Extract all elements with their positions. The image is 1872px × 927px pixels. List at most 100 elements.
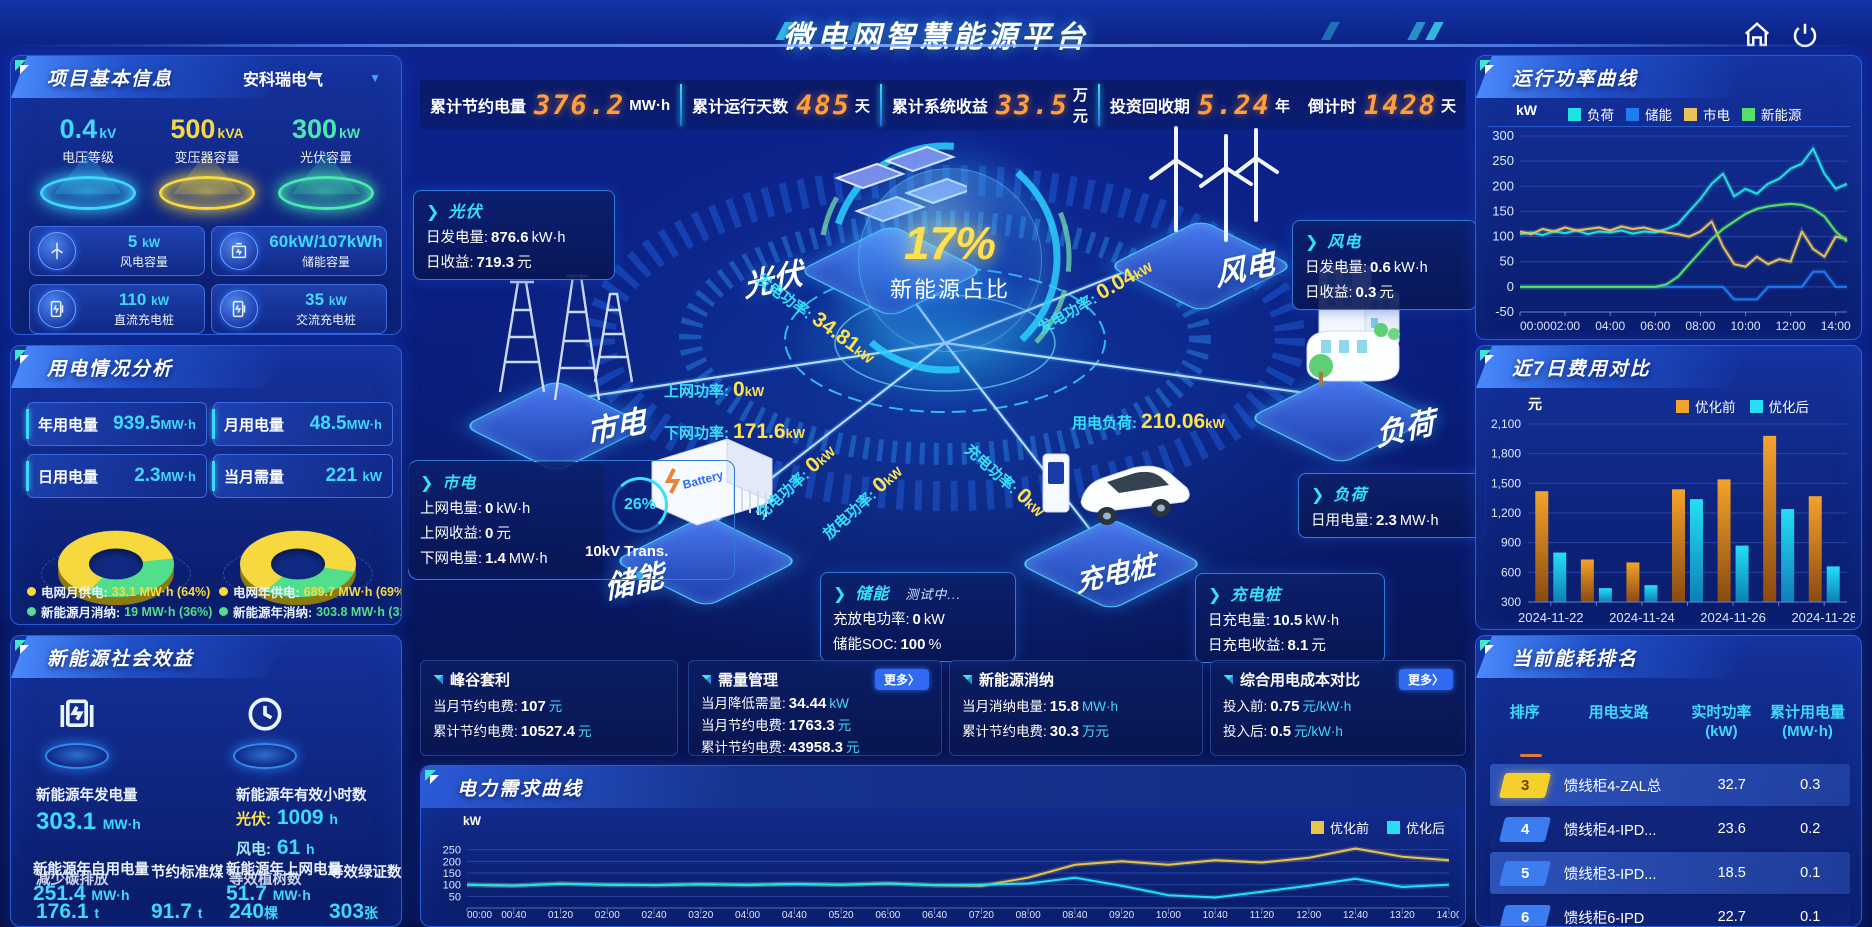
wind-turbine-icon xyxy=(1149,126,1279,242)
panel-title: 当前能耗排名 xyxy=(1512,648,1639,670)
trees-label: 等效植树数 xyxy=(229,872,302,888)
svg-text:10:00: 10:00 xyxy=(1731,319,1761,333)
kpi-payback: 投资回收期 5.24 年 倒计时 1428 天 xyxy=(1109,89,1457,121)
svg-text:00:40: 00:40 xyxy=(501,910,526,921)
series-市电 xyxy=(1519,217,1848,270)
legend-dot xyxy=(219,607,228,616)
voltage-card: 0.4 kV 电压等级 xyxy=(29,114,147,210)
svg-text:200: 200 xyxy=(443,856,461,868)
kpi-revenue: 累计系统收益 33.5 万元 xyxy=(891,87,1088,125)
cost-compare-panel: 综合用电成本对比 更多〉 投入前: 0.75 元/kW·h 投入后: 0.5 元/kW·… xyxy=(1210,660,1466,756)
kpi-saved-energy: 累计节约电量 376.2 MW·h xyxy=(430,89,671,121)
rank-row-4[interactable]: 6 馈线柜6-IPD 22.7 0.1 xyxy=(1490,896,1850,926)
trees-value: 240 xyxy=(229,900,265,923)
svg-text:06:00: 06:00 xyxy=(1640,319,1670,333)
glow-pad xyxy=(159,176,255,210)
cert-value: 303 xyxy=(329,900,365,923)
title-bar: 微电网智慧能源平台 xyxy=(0,0,1872,58)
voltage-value: 0.4 xyxy=(59,114,98,144)
storage-capacity-card: 60kW/107kWh 储能容量 xyxy=(211,226,387,276)
rank-badge: 5 xyxy=(1498,860,1551,886)
day-usage-stat: 日用电量 2.3MW·h xyxy=(26,454,207,498)
load-box-title: 负荷 xyxy=(1311,481,1473,505)
power-legend: 负荷 储能 市电 新能源 xyxy=(1568,104,1802,124)
project-select[interactable]: 安科瑞电气 ▼ xyxy=(237,64,387,92)
svg-text:2024-11-26: 2024-11-26 xyxy=(1700,610,1766,625)
svg-text:100: 100 xyxy=(443,880,461,892)
svg-text:08:40: 08:40 xyxy=(1062,910,1087,921)
flow-export-power: 上网功率: 0kW xyxy=(664,378,765,401)
legend-renewable-month: 新能源月消纳: 19 MW·h (36%) xyxy=(27,602,212,621)
charger-box-title: 充电桩 xyxy=(1208,581,1372,605)
svg-text:14:00: 14:00 xyxy=(1436,910,1459,921)
svg-text:1,800: 1,800 xyxy=(1491,447,1521,461)
rank-badge: 3 xyxy=(1498,772,1551,798)
peak-valley-panel: 峰谷套利 当月节约电费: 107 元 累计节约电费: 10527.4 元 xyxy=(420,660,678,756)
load-info-box: 负荷 日用电量:2.3MW·h xyxy=(1298,473,1486,538)
bar-优化后-2024-11-25 xyxy=(1690,499,1703,602)
glow-pad xyxy=(40,176,136,210)
transformer-value: 500 xyxy=(170,114,216,144)
panel-corner-icon xyxy=(15,60,39,84)
wind-capacity-card: 5 kW 风电容量 xyxy=(29,226,205,276)
home-icon[interactable] xyxy=(1742,20,1772,50)
export-value: 51.7 xyxy=(226,882,267,905)
more-button[interactable]: 更多〉 xyxy=(874,669,929,690)
panel-header: 运行功率曲线 xyxy=(1476,56,1753,98)
bar-优化前-2024-11-26 xyxy=(1717,479,1731,602)
rank-row-2[interactable]: 4 馈线柜4-IPD... 23.6 0.2 xyxy=(1490,808,1850,850)
wind-turbine-icon xyxy=(38,232,76,270)
divider xyxy=(879,84,882,126)
page-title: 微电网智慧能源平台 xyxy=(783,21,1089,54)
svg-text:02:40: 02:40 xyxy=(642,910,667,921)
bar-优化前-2024-11-23 xyxy=(1580,559,1594,602)
panel-header: 近7日费用对比 xyxy=(1476,346,1753,388)
transformer-label: 变压器容量 xyxy=(174,150,240,165)
transformer-load-ring: 26% xyxy=(612,477,668,533)
svg-text:11:20: 11:20 xyxy=(1250,910,1275,921)
legend-grid-month: 电网月供电: 33.1 MW·h (64%) xyxy=(27,582,210,601)
y-axis-unit: kW xyxy=(1516,102,1537,118)
demand-legend: 优化前 优化后 xyxy=(1310,818,1445,837)
mini-title: 峰谷套利 xyxy=(450,672,511,689)
project-info-panel: 项目基本信息 安科瑞电气 ▼ 0.4 kV 电压等级 500 kVA 变压器容量 3… xyxy=(10,55,402,335)
svg-text:04:00: 04:00 xyxy=(735,910,760,921)
svg-text:100: 100 xyxy=(1492,229,1514,244)
panel-title: 项目基本信息 xyxy=(47,68,174,90)
svg-text:10:40: 10:40 xyxy=(1203,910,1228,921)
panel-header: 项目基本信息 xyxy=(11,56,292,98)
more-button[interactable]: 更多〉 xyxy=(1398,669,1453,690)
y-axis-unit: 元 xyxy=(1528,396,1542,412)
y-axis-unit: kW xyxy=(463,814,481,828)
charger-info-box: 充电桩 日充电量:10.5kW·h 日充电收益:8.1元 xyxy=(1195,573,1385,663)
storage-box-title: 储能测试中... xyxy=(833,580,1003,604)
svg-text:08:00: 08:00 xyxy=(1016,910,1041,921)
renewable-share-value: 17% xyxy=(903,217,997,269)
rank-badge: 6 xyxy=(1498,904,1551,926)
panel-title: 用电情况分析 xyxy=(47,358,174,380)
transformer-card: 500 kVA 变压器容量 xyxy=(148,114,266,210)
storage-status: 测试中... xyxy=(905,587,962,602)
decor-slash xyxy=(1321,22,1340,40)
bar-优化后-2024-11-28 xyxy=(1826,566,1840,602)
svg-text:150: 150 xyxy=(1492,203,1514,218)
renewable-share-sphere: 17% 新能源占比 xyxy=(858,168,1042,352)
power-icon[interactable] xyxy=(1790,20,1820,50)
pv-hours-value: 1009 xyxy=(276,806,324,829)
panel-corner-icon xyxy=(1480,350,1504,374)
voltage-unit: kV xyxy=(99,125,117,141)
panel-title: 运行功率曲线 xyxy=(1512,68,1639,90)
chevron-down-icon: ▼ xyxy=(369,71,381,85)
rank-row-3[interactable]: 5 馈线柜3-IPD... 18.5 0.1 xyxy=(1490,852,1850,894)
co2-label: 减少碳排放 xyxy=(36,872,109,888)
mini-title: 新能源消纳 xyxy=(979,672,1055,689)
svg-text:13:20: 13:20 xyxy=(1390,910,1415,921)
panel-corner-icon xyxy=(1480,60,1504,84)
generation-icon xyxy=(41,691,113,769)
ev-charger-icon xyxy=(1042,453,1190,525)
rank-row-1[interactable]: 3 馈线柜4-ZAL总 32.7 0.3 xyxy=(1490,764,1850,806)
carousel-dot[interactable] xyxy=(636,572,643,579)
scroll-indicator xyxy=(1520,754,1542,757)
